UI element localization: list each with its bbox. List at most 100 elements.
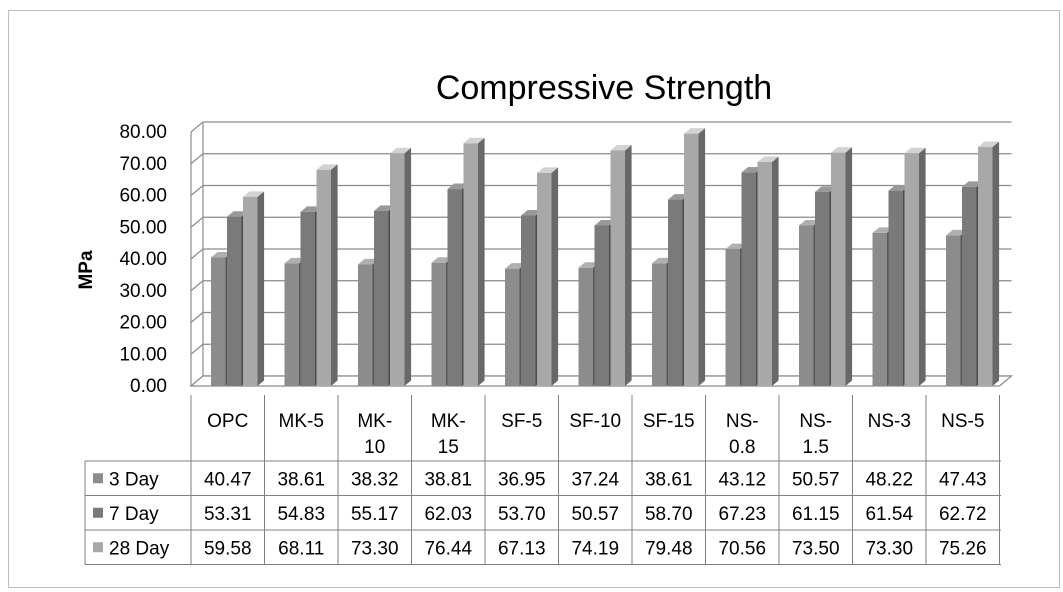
gridline-side — [190, 185, 204, 196]
bar — [537, 167, 559, 386]
y-tick-label: 70.00 — [119, 154, 167, 175]
data-label: 73.30 — [865, 538, 913, 559]
bar — [390, 147, 412, 386]
legend-label: 28 Day — [109, 538, 170, 559]
plot-area: 0.00 10.00 20.00 30.00 40.00 50.00 60.00 70.00 8… — [119, 121, 1014, 397]
bar-top — [652, 257, 674, 264]
bar-front — [978, 147, 993, 386]
category-label-line: NS-5 — [941, 411, 984, 432]
bar-front — [284, 263, 299, 386]
bar-top — [390, 147, 412, 154]
chart-title: Compressive Strength — [436, 69, 772, 107]
data-label: 61.15 — [792, 504, 840, 525]
legend-swatch — [93, 473, 103, 484]
data-label: 76.44 — [424, 538, 472, 559]
bar-top — [578, 262, 600, 268]
bar-front — [211, 257, 226, 386]
bar-top — [431, 257, 453, 263]
bar-group-mk-15 — [431, 137, 485, 386]
bar-side — [698, 128, 706, 386]
data-label: 50.57 — [792, 469, 840, 490]
category-label: SF-10 — [569, 411, 621, 432]
bar-front — [610, 150, 625, 386]
bar — [831, 147, 853, 386]
bar — [757, 156, 779, 386]
y-tick-label: 40.00 — [119, 249, 167, 270]
bar-front — [316, 169, 331, 386]
bar-top — [741, 167, 763, 173]
bar-front — [684, 133, 699, 386]
bar — [463, 137, 485, 386]
gridline-side — [190, 280, 204, 292]
legend-swatch — [93, 507, 103, 518]
bar-group-ns-1-5 — [799, 147, 853, 386]
data-label: 47.43 — [939, 469, 987, 490]
category-label-line: 1.5 — [803, 437, 829, 458]
bar-front — [358, 264, 373, 386]
bar-top — [211, 252, 233, 258]
y-axis-label: MPa — [76, 250, 97, 290]
data-label: 68.11 — [278, 538, 324, 559]
data-label: 74.19 — [571, 538, 619, 559]
bar-front — [757, 161, 772, 386]
bar — [978, 141, 1000, 386]
y-tick-label: 10.00 — [119, 344, 167, 365]
bar-front — [872, 232, 887, 386]
bar-top — [904, 147, 926, 154]
bar-front — [594, 225, 609, 386]
y-axis-ticks: 0.00 10.00 20.00 30.00 40.00 50.00 60.00 70.00 8… — [119, 122, 167, 397]
bar-front — [799, 225, 814, 386]
data-label: 61.54 — [865, 504, 913, 525]
bar-front — [962, 186, 977, 386]
data-label: 53.31 — [204, 504, 252, 525]
bar-side — [625, 144, 632, 386]
gridline-side — [190, 216, 204, 228]
data-label: 79.48 — [645, 538, 693, 559]
category-label-line: MK-5 — [279, 411, 324, 432]
category-label: NS- 1.5 — [799, 411, 832, 458]
bar-group-sf-15 — [652, 128, 706, 386]
category-label-line: NS-3 — [868, 411, 911, 432]
bar-top — [872, 227, 894, 233]
bar-group-mk-10 — [358, 147, 412, 386]
data-label: 50.57 — [571, 504, 619, 525]
bar-front — [505, 268, 520, 386]
bar-group-sf-10 — [578, 144, 632, 386]
data-label: 43.12 — [718, 469, 766, 490]
data-label: 36.95 — [498, 469, 546, 490]
bar-top — [227, 211, 249, 217]
bars — [211, 128, 1000, 386]
bar-front — [374, 210, 389, 386]
gridline-side — [190, 153, 204, 165]
category-label: NS- 0.8 — [726, 411, 759, 458]
bar-side — [257, 191, 265, 386]
data-label: 62.03 — [424, 504, 472, 525]
category-label-line: MK- — [431, 411, 466, 432]
bar — [316, 164, 338, 386]
category-label: OPC — [207, 411, 248, 432]
bar-front — [463, 143, 478, 386]
category-label: SF-15 — [643, 411, 695, 432]
bar — [243, 191, 265, 386]
bar-group-ns-0-8 — [725, 156, 779, 386]
bar-top — [300, 206, 322, 212]
data-label: 38.32 — [351, 469, 399, 490]
compressive-strength-chart: Compressive Strength MPa 0.00 10.00 20.00 3… — [76, 69, 1014, 565]
bar-top — [374, 205, 396, 211]
bar-group-ns-5 — [946, 141, 1000, 386]
category-label: MK- 15 — [431, 411, 466, 458]
bar-top — [946, 229, 968, 236]
data-label: 55.17 — [351, 504, 399, 525]
gridline-side — [190, 343, 204, 355]
legend-label: 7 Day — [109, 504, 159, 525]
category-label-line: SF-15 — [643, 411, 695, 432]
bar-side — [845, 147, 853, 386]
bar-top — [610, 144, 632, 151]
y-tick-label: 60.00 — [119, 186, 167, 207]
bar-top — [594, 219, 616, 226]
bar-top — [888, 185, 910, 191]
bar-top — [537, 167, 559, 173]
category-label: NS-3 — [868, 411, 911, 432]
bar-group-ns-3 — [872, 147, 926, 386]
bar-side — [992, 141, 1000, 386]
